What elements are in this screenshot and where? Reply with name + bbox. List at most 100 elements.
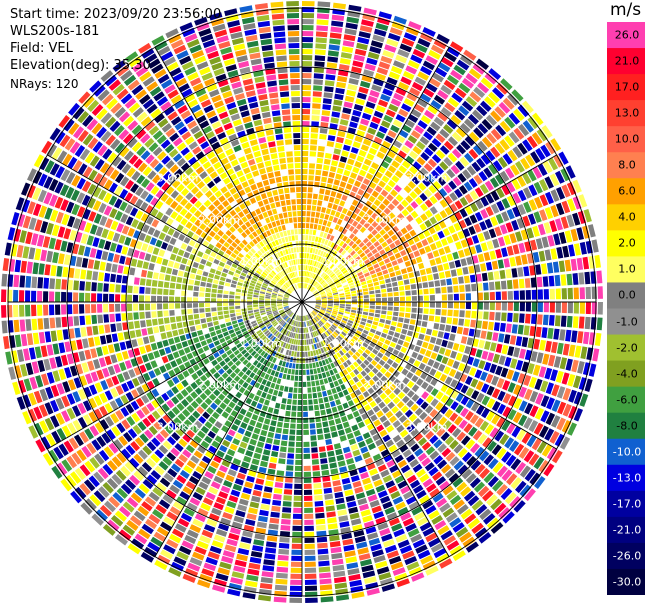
velocity-gate (363, 69, 375, 77)
velocity-gate (550, 189, 560, 202)
velocity-gate (97, 293, 103, 302)
velocity-gate (378, 275, 384, 281)
velocity-gate (322, 258, 327, 264)
velocity-gate (465, 387, 474, 397)
velocity-gate (464, 346, 471, 355)
velocity-gate (258, 594, 272, 602)
velocity-gate (276, 421, 283, 428)
velocity-gate (513, 347, 521, 358)
velocity-gate (273, 488, 283, 494)
velocity-gate (299, 363, 302, 369)
velocity-gate (535, 147, 546, 161)
velocity-gate (483, 454, 494, 466)
velocity-gate (549, 430, 560, 444)
velocity-gate (499, 269, 506, 279)
velocity-gate (483, 292, 489, 301)
velocity-gate (388, 71, 401, 80)
velocity-gate (302, 61, 313, 67)
velocity-gate (341, 279, 347, 284)
velocity-gate (296, 351, 300, 357)
velocity-gate (551, 341, 558, 354)
velocity-gate (407, 330, 414, 337)
velocity-gate (315, 305, 321, 308)
velocity-gate (176, 322, 183, 329)
velocity-gate (378, 572, 392, 581)
velocity-gate (391, 175, 400, 183)
velocity-gate (331, 111, 341, 118)
velocity-gate (479, 183, 489, 195)
velocity-gate (414, 432, 424, 442)
velocity-gate (163, 288, 169, 295)
velocity-gate (315, 380, 320, 386)
velocity-gate (406, 474, 417, 484)
velocity-gate (515, 255, 522, 266)
velocity-gate (478, 170, 488, 182)
velocity-gate (279, 446, 287, 453)
velocity-gate (401, 328, 408, 335)
velocity-gate (496, 187, 505, 199)
velocity-gate (435, 287, 441, 294)
velocity-gate (327, 343, 332, 350)
velocity-gate (354, 389, 362, 396)
velocity-gate (188, 320, 195, 326)
velocity-gate (315, 37, 327, 44)
velocity-gate (368, 312, 375, 317)
velocity-gate (536, 276, 543, 288)
velocity-gate (374, 356, 381, 363)
velocity-gate (502, 393, 512, 404)
velocity-gate (307, 187, 313, 193)
velocity-gate (304, 489, 313, 495)
velocity-gate (427, 158, 437, 168)
velocity-gate (517, 104, 530, 118)
velocity-gate (388, 221, 396, 229)
velocity-gate (392, 434, 402, 443)
velocity-gate (397, 506, 409, 516)
velocity-gate (357, 421, 366, 429)
velocity-gate (477, 302, 483, 310)
velocity-gate (319, 327, 324, 333)
velocity-gate (495, 213, 504, 224)
velocity-gate (369, 290, 375, 295)
velocity-gate (515, 336, 523, 347)
velocity-gate (277, 391, 283, 397)
velocity-gate (289, 344, 293, 350)
velocity-gate (492, 332, 499, 342)
velocity-gate (315, 323, 319, 329)
velocity-gate (358, 553, 371, 561)
velocity-gate (500, 488, 513, 500)
velocity-gate (405, 155, 415, 165)
velocity-gate (337, 404, 344, 411)
velocity-gate (332, 2, 346, 10)
velocity-gate (533, 211, 542, 223)
velocity-gate (350, 147, 359, 154)
velocity-gate (307, 259, 311, 265)
velocity-gate (376, 256, 383, 263)
velocity-gate (400, 464, 411, 474)
velocity-gate (510, 358, 518, 369)
velocity-gate (436, 33, 450, 45)
velocity-gate (354, 48, 367, 56)
velocity-gate (557, 401, 567, 415)
velocity-gate (367, 283, 374, 288)
velocity-gate (310, 326, 314, 332)
velocity-gate (330, 209, 336, 216)
velocity-gate (302, 133, 310, 139)
velocity-gate (302, 283, 304, 289)
velocity-gate (323, 316, 328, 320)
velocity-gate (471, 283, 477, 292)
velocity-gate (359, 503, 370, 511)
velocity-gate (388, 212, 396, 220)
velocity-gate (460, 336, 468, 344)
velocity-gate (554, 315, 561, 327)
velocity-gate (321, 305, 327, 307)
velocity-gate (369, 400, 377, 408)
velocity-gate (439, 405, 449, 415)
velocity-gate (309, 259, 313, 266)
velocity-gate (476, 392, 485, 403)
velocity-gate (325, 371, 331, 377)
velocity-gate (573, 302, 579, 314)
velocity-gate (422, 178, 431, 187)
velocity-gate (403, 32, 417, 42)
velocity-gate (459, 285, 465, 293)
velocity-gate (342, 107, 352, 115)
